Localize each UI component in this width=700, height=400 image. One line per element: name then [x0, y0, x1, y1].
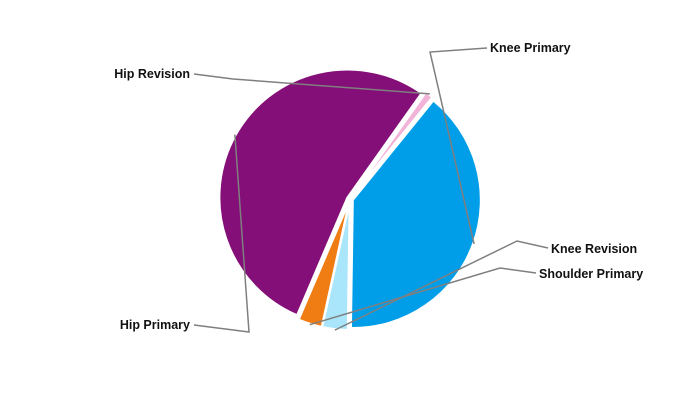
- slice-label-hip-primary: Hip Primary: [120, 318, 190, 332]
- slice-shoulder-primary: [297, 200, 351, 328]
- leader-lines: [193, 47, 549, 333]
- slice-knee-primary: [349, 99, 482, 330]
- leader-line-shoulder-primary: [309, 267, 537, 326]
- slice-label-knee-primary: Knee Primary: [490, 41, 571, 55]
- slice-label-knee-revision: Knee Revision: [551, 242, 637, 256]
- leader-line-hip-revision: [193, 73, 430, 95]
- leader-line-hip-primary: [193, 134, 250, 333]
- slice-labels: Knee Primary Knee Revision Shoulder Primar…: [114, 41, 643, 332]
- leader-line-knee-revision: [334, 240, 549, 331]
- slice-hip-revision: [350, 91, 434, 198]
- leader-line-knee-primary: [429, 47, 488, 245]
- slice-hip-primary: [218, 68, 423, 317]
- slice-label-hip-revision: Hip Revision: [114, 67, 190, 81]
- pie-slices: [218, 68, 482, 331]
- slice-label-shoulder-primary: Shoulder Primary: [539, 267, 643, 281]
